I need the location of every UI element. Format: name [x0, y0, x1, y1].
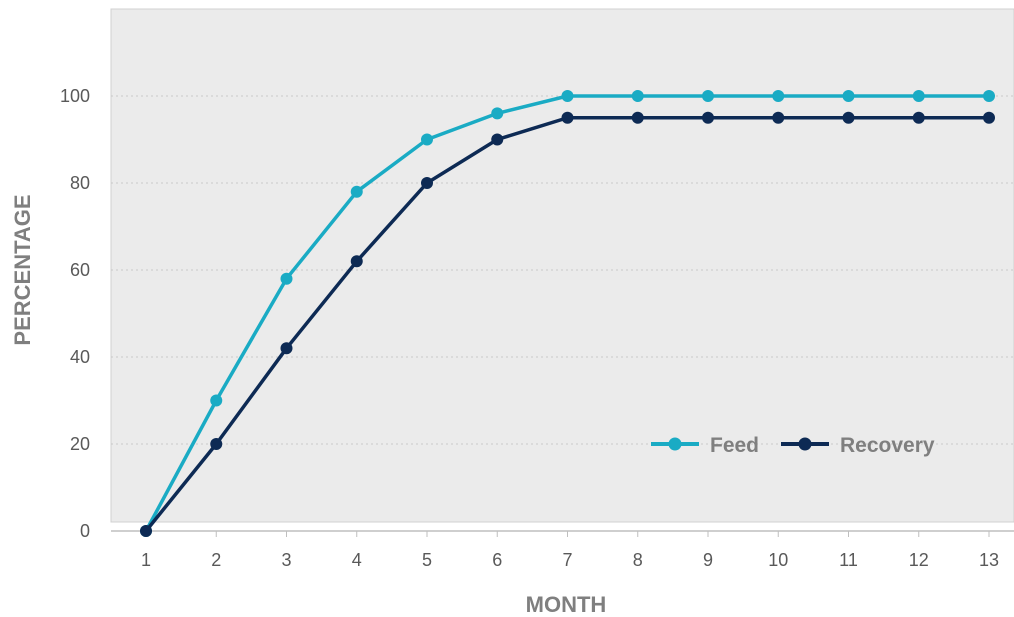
x-tick-label-4: 4 — [352, 550, 362, 570]
x-tick-label-3: 3 — [281, 550, 291, 570]
x-tick-labels: 1 2 3 4 5 6 7 8 9 10 11 12 13 — [141, 531, 999, 570]
gridlines — [111, 95, 1014, 445]
y-tick-label-80: 80 — [70, 173, 90, 193]
legend: Feed Recovery — [651, 434, 935, 457]
data-point-feed-4 — [350, 185, 363, 198]
data-point-recovery-5 — [421, 177, 433, 189]
data-point-feed-2 — [210, 394, 223, 407]
data-point-recovery-6 — [491, 133, 504, 146]
y-tick-labels: 0 20 40 60 80 100 — [60, 86, 90, 541]
data-point-feed-9 — [702, 90, 714, 102]
legend-item-feed: Feed — [651, 434, 759, 457]
x-tick-label-13: 13 — [979, 550, 999, 570]
data-point-feed-13 — [983, 90, 995, 102]
legend-recovery-marker — [798, 437, 812, 451]
y-tick-label-20: 20 — [70, 434, 90, 454]
x-tick-label-2: 2 — [211, 550, 221, 570]
data-point-recovery-4 — [350, 255, 363, 268]
data-point-feed-7 — [561, 90, 574, 102]
data-point-recovery-1 — [140, 525, 152, 537]
x-tick-label-12: 12 — [909, 550, 929, 570]
data-point-feed-11 — [842, 90, 855, 102]
data-point-recovery-11 — [842, 111, 855, 124]
x-axis-title: MONTH — [526, 592, 607, 617]
x-tick-label-9: 9 — [703, 550, 713, 570]
series-layer — [140, 90, 995, 537]
legend-item-recovery: Recovery — [781, 434, 935, 457]
data-point-feed-3 — [280, 272, 293, 285]
legend-feed-marker — [668, 437, 682, 451]
data-point-recovery-9 — [702, 111, 714, 124]
data-point-feed-10 — [772, 90, 785, 102]
data-point-recovery-3 — [280, 342, 293, 355]
y-tick-label-40: 40 — [70, 347, 90, 367]
y-tick-label-60: 60 — [70, 260, 90, 280]
data-point-recovery-2 — [210, 438, 223, 450]
data-point-recovery-13 — [983, 111, 995, 124]
legend-recovery-label: Recovery — [840, 434, 935, 457]
data-point-recovery-7 — [561, 111, 574, 124]
data-point-recovery-10 — [772, 111, 785, 124]
y-tick-label-100: 100 — [60, 86, 90, 106]
data-point-feed-8 — [631, 90, 644, 102]
x-tick-label-1: 1 — [141, 550, 151, 570]
y-tick-label-0: 0 — [80, 521, 90, 541]
data-point-recovery-12 — [912, 111, 925, 124]
x-tick-label-10: 10 — [768, 550, 788, 570]
x-tick-label-5: 5 — [422, 550, 432, 570]
x-tick-label-11: 11 — [839, 550, 858, 570]
data-point-recovery-8 — [631, 111, 644, 124]
data-point-feed-6 — [491, 107, 504, 120]
x-tick-label-8: 8 — [633, 550, 643, 570]
x-tick-label-6: 6 — [492, 550, 502, 570]
legend-feed-label: Feed — [710, 434, 759, 457]
y-axis-title: PERCENTAGE — [10, 194, 35, 345]
data-point-feed-5 — [421, 133, 433, 146]
x-tick-label-7: 7 — [562, 550, 572, 570]
data-point-feed-12 — [912, 90, 925, 102]
